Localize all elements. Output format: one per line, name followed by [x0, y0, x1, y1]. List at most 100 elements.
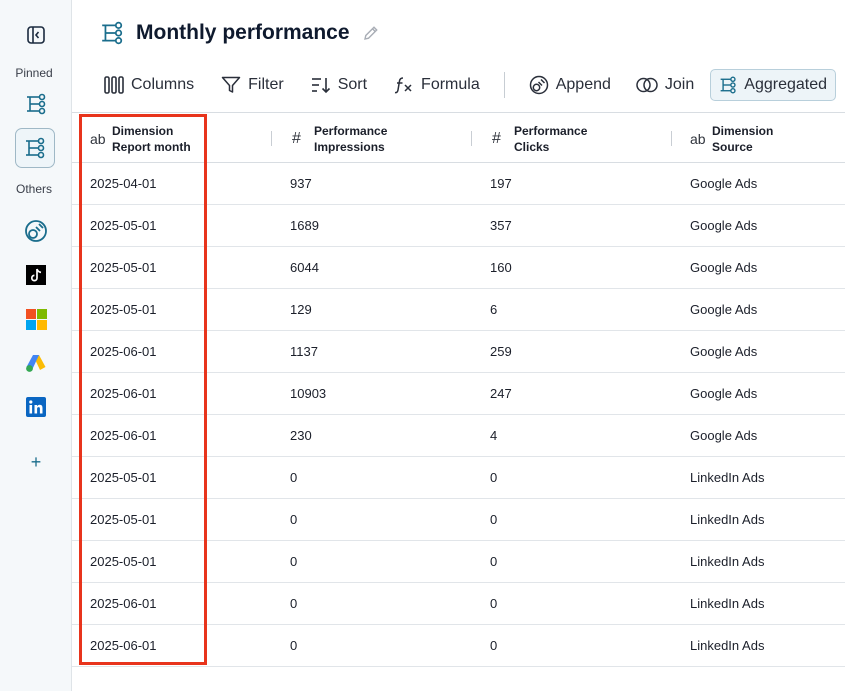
aggregated-button[interactable]: Aggregated [710, 69, 836, 101]
text-type-icon: ab [90, 131, 106, 147]
toggle-sidebar-button[interactable] [0, 24, 72, 46]
table-row[interactable]: 2025-06-01 1137 259 Google Ads [72, 331, 845, 373]
table-cell[interactable]: 197 [490, 176, 512, 191]
table-cell[interactable]: 2025-05-01 [90, 512, 157, 527]
table-row[interactable]: 2025-06-01 0 0 LinkedIn Ads [72, 583, 845, 625]
table-cell[interactable]: 10903 [290, 386, 327, 401]
append-label: Append [555, 76, 611, 93]
add-source-button[interactable]: + [0, 452, 72, 472]
column-name-label: Source [712, 140, 753, 154]
column-header-clicks[interactable]: # Performance Clicks [492, 123, 587, 155]
table-cell[interactable]: 1689 [290, 218, 319, 233]
others-label: Others [15, 182, 52, 196]
column-group-label: Performance [514, 124, 588, 138]
table-cell[interactable]: 129 [290, 302, 312, 317]
append-button[interactable]: Append [529, 69, 611, 101]
column-header-report-month[interactable]: ab Dimension Report month [90, 123, 191, 155]
table-cell[interactable]: 0 [290, 512, 298, 527]
sidebar-item-microsoft-ads[interactable] [0, 308, 72, 330]
table-row[interactable]: 2025-05-01 1689 357 Google Ads [72, 205, 845, 247]
table-cell[interactable]: Google Ads [690, 344, 758, 359]
table-cell[interactable]: 0 [490, 554, 498, 569]
sidebar-item-linkedin[interactable] [0, 396, 72, 418]
filter-button[interactable]: Filter [221, 69, 284, 101]
column-header-source[interactable]: ab Dimension Source [690, 123, 773, 155]
table-cell[interactable]: Google Ads [690, 260, 758, 275]
toggle-sidebar-icon [27, 26, 45, 44]
column-name-label: Clicks [514, 140, 550, 154]
table-cell[interactable]: 0 [290, 638, 298, 653]
table-cell[interactable]: LinkedIn Ads [690, 638, 765, 653]
column-resize-handle[interactable] [471, 131, 472, 146]
table-cell[interactable]: LinkedIn Ads [690, 596, 765, 611]
table-cell[interactable]: 2025-05-01 [90, 260, 157, 275]
sidebar-item-google-ads[interactable] [0, 352, 72, 374]
columns-label: Columns [131, 76, 195, 93]
table-cell[interactable]: 230 [290, 428, 312, 443]
table-cell[interactable]: 2025-05-01 [90, 302, 157, 317]
table-cell[interactable]: LinkedIn Ads [690, 512, 765, 527]
table-cell[interactable]: 0 [490, 638, 498, 653]
table-cell[interactable]: 247 [490, 386, 512, 401]
table-cell[interactable]: 2025-06-01 [90, 386, 157, 401]
table-cell[interactable]: 2025-06-01 [90, 638, 157, 653]
table-cell[interactable]: 6044 [290, 260, 319, 275]
table-cell[interactable]: Google Ads [690, 428, 758, 443]
sidebar: Pinned Others + [0, 0, 72, 691]
table-cell[interactable]: 357 [490, 218, 512, 233]
table-cell[interactable]: 2025-06-01 [90, 344, 157, 359]
table-row[interactable]: 2025-05-01 0 0 LinkedIn Ads [72, 499, 845, 541]
join-button[interactable]: Join [636, 69, 694, 101]
table-cell[interactable]: Google Ads [690, 176, 758, 191]
number-type-icon: # [492, 130, 501, 147]
table-cell[interactable]: 1137 [290, 344, 318, 359]
table-cell[interactable]: 2025-05-01 [90, 218, 157, 233]
data-table: ab Dimension Report month # Performance … [72, 112, 845, 691]
sort-button[interactable]: Sort [311, 69, 367, 101]
columns-button[interactable]: Columns [104, 69, 194, 101]
column-resize-handle[interactable] [271, 131, 272, 146]
column-name-label: Impressions [314, 140, 385, 154]
table-cell[interactable]: 0 [490, 596, 498, 611]
table-cell[interactable]: 0 [490, 470, 498, 485]
table-row[interactable]: 2025-06-01 230 4 Google Ads [72, 415, 845, 457]
table-cell[interactable]: 160 [490, 260, 512, 275]
table-row[interactable]: 2025-05-01 0 0 LinkedIn Ads [72, 457, 845, 499]
sidebar-item-pinned-flow[interactable] [0, 92, 72, 116]
table-cell[interactable]: LinkedIn Ads [690, 470, 765, 485]
table-cell[interactable]: 6 [490, 302, 498, 317]
table-cell[interactable]: 0 [290, 470, 298, 485]
toolbar-divider [503, 72, 505, 98]
table-cell[interactable]: 0 [490, 512, 498, 527]
table-cell[interactable]: 259 [490, 344, 512, 359]
table-cell[interactable]: LinkedIn Ads [690, 554, 765, 569]
formula-button[interactable]: Formula [394, 69, 480, 101]
table-cell[interactable]: 2025-06-01 [90, 596, 157, 611]
table-cell[interactable]: 2025-05-01 [90, 554, 157, 569]
table-cell[interactable]: 2025-05-01 [90, 470, 157, 485]
table-cell[interactable]: Google Ads [690, 218, 758, 233]
table-cell[interactable]: 2025-04-01 [90, 176, 157, 191]
aggregated-icon [720, 76, 736, 94]
page-header: Monthly performance [100, 18, 380, 48]
table-cell[interactable]: 0 [290, 554, 298, 569]
table-cell[interactable]: 2025-06-01 [90, 428, 157, 443]
table-cell[interactable]: 4 [490, 428, 498, 443]
table-row[interactable]: 2025-05-01 6044 160 Google Ads [72, 247, 845, 289]
column-header-impressions[interactable]: # Performance Impressions [292, 123, 387, 155]
table-row[interactable]: 2025-05-01 129 6 Google Ads [72, 289, 845, 331]
table-cell[interactable]: 0 [290, 596, 298, 611]
edit-title-button[interactable] [362, 24, 380, 42]
sidebar-item-active-flow[interactable] [15, 128, 55, 168]
sidebar-item-looker-studio[interactable] [0, 218, 72, 244]
table-cell[interactable]: 937 [290, 176, 312, 191]
filter-icon [221, 76, 241, 93]
table-row[interactable]: 2025-04-01 937 197 Google Ads [72, 163, 845, 205]
table-row[interactable]: 2025-05-01 0 0 LinkedIn Ads [72, 541, 845, 583]
table-cell[interactable]: Google Ads [690, 386, 758, 401]
sidebar-item-tiktok[interactable] [0, 264, 72, 286]
table-cell[interactable]: Google Ads [690, 302, 758, 317]
table-row[interactable]: 2025-06-01 10903 247 Google Ads [72, 373, 845, 415]
column-resize-handle[interactable] [671, 131, 672, 146]
table-row[interactable]: 2025-06-01 0 0 LinkedIn Ads [72, 625, 845, 667]
